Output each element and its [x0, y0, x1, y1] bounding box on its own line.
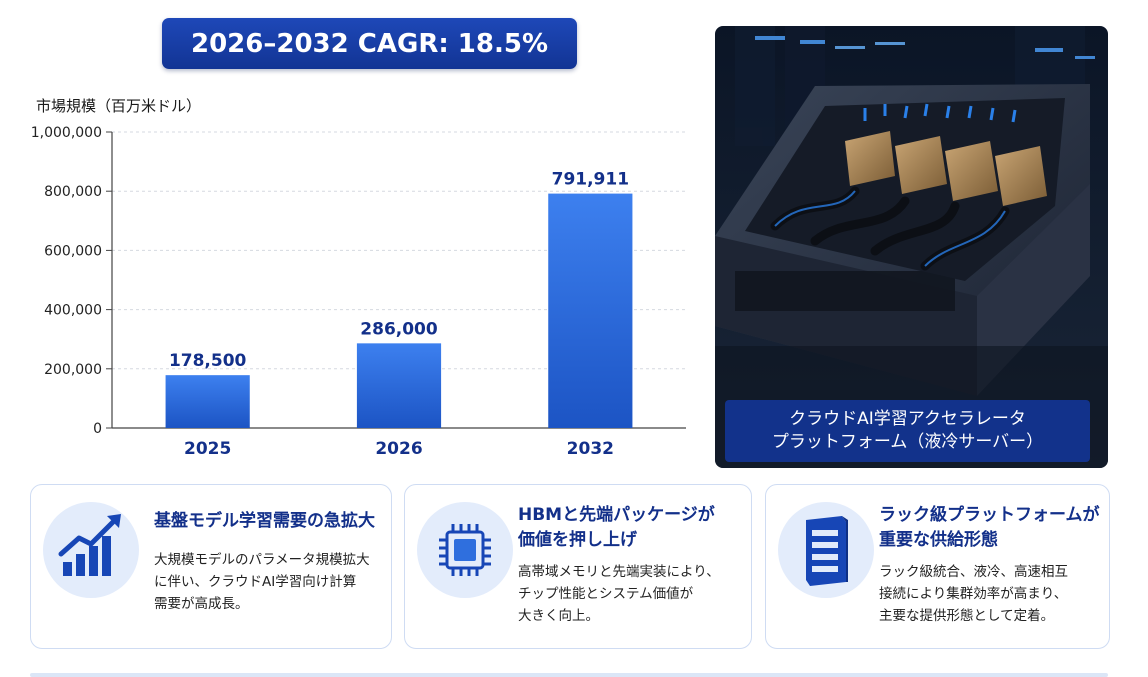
chip-icon [417, 502, 513, 598]
bottom-divider [30, 673, 1108, 677]
card-title: HBMと先端パッケージが 価値を押し上げ [518, 505, 715, 550]
y-axis-title: 市場規模（百万米ドル） [36, 97, 202, 115]
photo-caption-line1: クラウドAI学習アクセラレータ [789, 409, 1026, 429]
market-size-bar-chart: 0 200,000 400,000 600,000 800,000 1,000,000 17… [31, 125, 686, 459]
y-tick-label: 1,000,000 [31, 125, 102, 141]
server-rack-icon [778, 502, 874, 598]
value-label: 286,000 [360, 319, 438, 339]
server-illustration [715, 26, 1108, 468]
growth-chart-icon [43, 502, 139, 598]
card-hbm-packaging: HBMと先端パッケージが 価値を押し上げ 高帯域メモリと先端実装により、 チップ… [404, 484, 752, 649]
card-rack-platform: ラック級プラットフォームが 重要な供給形態 ラック級統合、液冷、高速相互 接続に… [765, 484, 1110, 649]
bar-2026 [356, 343, 442, 428]
card-title: ラック級プラットフォームが 重要な供給形態 [879, 505, 1100, 550]
bar-2025 [165, 375, 250, 428]
y-tick-label: 0 [93, 421, 102, 437]
liquid-cooled-server-photo: クラウドAI学習アクセラレータ プラットフォーム（液冷サーバー） [715, 26, 1108, 468]
value-label: 791,911 [552, 170, 629, 190]
x-category-label: 2032 [567, 439, 614, 459]
card-body: 高帯域メモリと先端実装により、 チップ性能とシステム価値が 大きく向上。 [518, 564, 720, 624]
x-category-label: 2025 [184, 439, 231, 459]
y-tick-label: 200,000 [44, 362, 102, 378]
bar-2032 [548, 193, 633, 428]
value-label: 178,500 [169, 351, 247, 371]
y-tick-label: 400,000 [44, 303, 102, 319]
card-foundation-model-demand: 基盤モデル学習需要の急拡大 大規模モデルのパラメータ規模拡大 に伴い、クラウドA… [30, 484, 392, 649]
y-tick-label: 800,000 [44, 184, 102, 200]
card-title: 基盤モデル学習需要の急拡大 [154, 511, 375, 531]
cagr-badge: 2026–2032 CAGR: 18.5% [162, 18, 577, 69]
y-tick-label: 600,000 [44, 243, 102, 259]
card-body: ラック級統合、液冷、高速相互 接続により集群効率が高まり、 主要な提供形態として… [879, 564, 1068, 624]
card-body: 大規模モデルのパラメータ規模拡大 に伴い、クラウドAI学習向け計算 需要が高成長… [154, 552, 370, 612]
photo-caption-line2: プラットフォーム（液冷サーバー） [771, 432, 1044, 452]
x-category-label: 2026 [375, 439, 422, 459]
photo-caption: クラウドAI学習アクセラレータ プラットフォーム（液冷サーバー） [725, 400, 1090, 462]
